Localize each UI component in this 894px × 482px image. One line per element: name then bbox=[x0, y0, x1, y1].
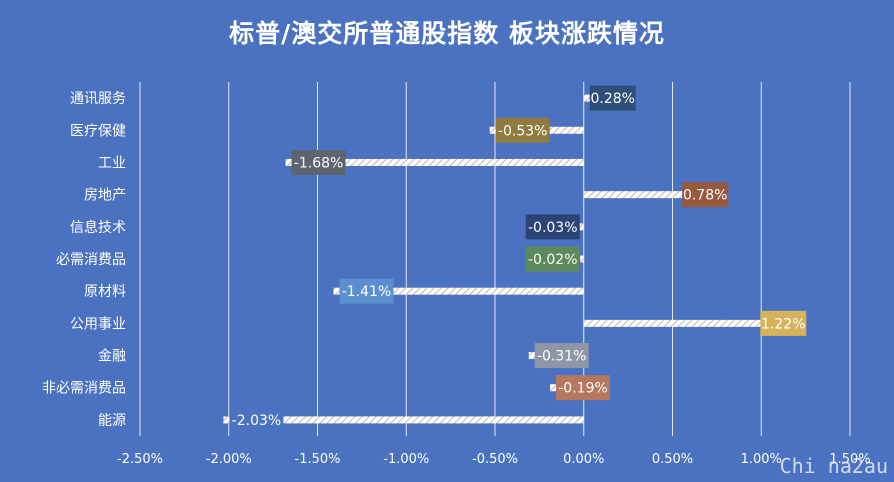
data-label: -0.53% bbox=[498, 123, 548, 139]
category-label: 原材料 bbox=[84, 284, 126, 300]
chart-title: 标普/澳交所普通股指数 板块涨跌情况 bbox=[229, 19, 665, 48]
x-tick-label: 0.50% bbox=[652, 452, 693, 467]
data-label: 0.78% bbox=[683, 188, 727, 204]
category-label: 通讯服务 bbox=[70, 91, 126, 107]
data-labels: 0.28% -0.53% -1.68% 0.78% -0.03% -0.02% -1.41%… bbox=[229, 85, 807, 433]
category-label: 公用事业 bbox=[70, 316, 126, 332]
x-tick-label: 1.00% bbox=[741, 452, 782, 467]
data-label: -0.19% bbox=[558, 381, 608, 397]
category-label: 非必需消费品 bbox=[42, 381, 126, 397]
grid-lines bbox=[139, 82, 851, 436]
category-label: 金融 bbox=[98, 349, 126, 365]
category-label: 能源 bbox=[98, 413, 126, 429]
x-tick-label: 0.00% bbox=[563, 452, 604, 467]
bar bbox=[580, 255, 584, 263]
data-label: -1.41% bbox=[342, 284, 392, 300]
x-tick-label: -0.50% bbox=[472, 452, 518, 467]
data-label-box bbox=[525, 246, 580, 272]
category-label: 信息技术 bbox=[70, 219, 126, 236]
data-label-box bbox=[291, 149, 346, 175]
x-tick-label: -1.00% bbox=[383, 452, 429, 467]
bars bbox=[223, 94, 801, 424]
bar bbox=[333, 287, 584, 295]
data-label: 0.28% bbox=[591, 91, 635, 107]
x-tick-label: 1.50% bbox=[829, 452, 870, 467]
data-label-box bbox=[534, 343, 589, 369]
bar bbox=[578, 223, 584, 231]
data-label: -2.03% bbox=[232, 413, 282, 429]
category-label: 房地产 bbox=[84, 188, 126, 204]
data-label-box bbox=[589, 85, 636, 111]
watermark: Chi na2au bbox=[779, 454, 888, 478]
data-label-box bbox=[339, 278, 394, 304]
x-tick-label: -2.50% bbox=[117, 452, 163, 467]
data-label-box bbox=[682, 182, 729, 208]
data-label-box bbox=[495, 117, 550, 143]
x-tick-labels: -2.50% -2.00% -1.50% -1.00% -0.50% 0.00% 0.50%… bbox=[117, 452, 871, 467]
x-tick-label: -1.50% bbox=[295, 452, 341, 467]
bar bbox=[583, 191, 723, 199]
data-label-box bbox=[556, 375, 611, 401]
data-label-box bbox=[525, 214, 580, 240]
data-label-box bbox=[229, 407, 284, 433]
data-label: -0.31% bbox=[537, 349, 587, 365]
data-label: -1.68% bbox=[294, 155, 344, 171]
x-tick-label: -2.00% bbox=[206, 452, 252, 467]
data-label: -0.02% bbox=[528, 252, 578, 268]
category-label: 必需消费品 bbox=[56, 252, 126, 268]
bar bbox=[583, 319, 801, 327]
bar bbox=[285, 158, 584, 166]
data-label: -0.03% bbox=[528, 220, 578, 236]
bar bbox=[223, 416, 584, 424]
category-label: 医疗保健 bbox=[70, 123, 126, 139]
data-label-box bbox=[760, 310, 807, 336]
category-label: 工业 bbox=[98, 155, 126, 171]
data-label: 1.22% bbox=[761, 316, 805, 332]
